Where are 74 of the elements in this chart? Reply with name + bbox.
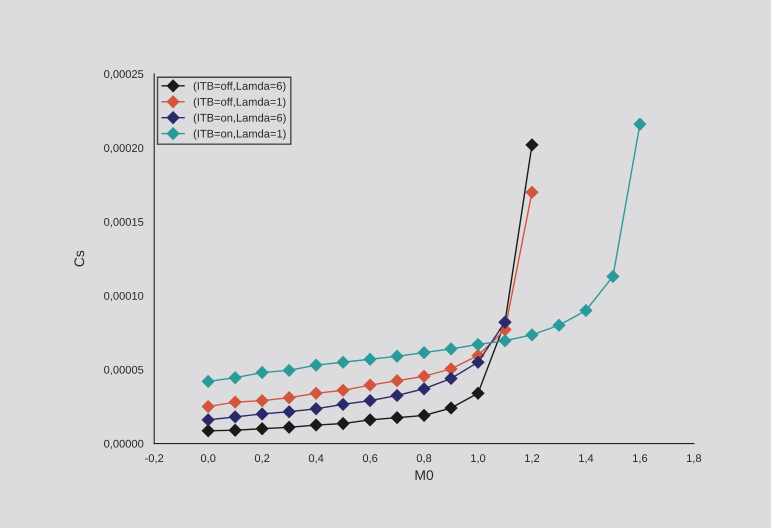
legend-label: (ITB=off,Lamda=1) xyxy=(194,98,286,108)
point xyxy=(472,386,484,400)
point xyxy=(364,378,376,392)
point xyxy=(310,402,323,416)
point xyxy=(606,270,620,283)
point xyxy=(202,375,215,388)
x-tick-label: 0,4 xyxy=(308,454,324,464)
point xyxy=(498,334,512,348)
point xyxy=(418,409,430,422)
point xyxy=(282,420,296,434)
point xyxy=(418,346,430,360)
legend-label: (ITB=on,Lamda=6) xyxy=(194,114,286,124)
y-tick-label: 0,00015 xyxy=(104,218,144,228)
y-tick-label: 0,00025 xyxy=(104,70,144,80)
point xyxy=(444,372,458,385)
point xyxy=(310,418,323,432)
point xyxy=(390,411,404,424)
point xyxy=(256,366,269,379)
point xyxy=(228,371,242,384)
point xyxy=(472,356,484,369)
x-tick-label: 1,4 xyxy=(579,454,594,464)
point xyxy=(336,356,350,369)
point xyxy=(364,352,376,366)
x-tick-label: 0,0 xyxy=(200,454,216,464)
y-axis-title: Cs xyxy=(74,250,84,266)
point xyxy=(336,384,350,397)
point xyxy=(336,417,350,430)
y-tick-label: 0,00010 xyxy=(104,292,144,302)
point xyxy=(202,424,215,438)
point xyxy=(526,186,538,199)
x-axis-title: M0 xyxy=(416,470,434,480)
x-tick-label: 1,0 xyxy=(471,454,486,464)
x-tick-label: 0,6 xyxy=(362,454,378,464)
point xyxy=(390,389,404,402)
point xyxy=(228,396,242,409)
legend-label: (ITB=off,Lamda=6) xyxy=(194,82,286,92)
y-tick-label: 0,00000 xyxy=(104,440,144,449)
point xyxy=(256,408,269,420)
x-tick-label: 1,8 xyxy=(687,454,702,464)
point xyxy=(364,413,376,426)
point xyxy=(282,364,296,377)
point xyxy=(202,400,215,413)
x-tick-label: 0,2 xyxy=(254,454,270,464)
point xyxy=(310,358,323,372)
point xyxy=(310,386,323,400)
point xyxy=(526,138,538,152)
point xyxy=(390,350,404,363)
x-tick-label: 0,8 xyxy=(416,454,432,464)
point xyxy=(228,424,242,437)
point xyxy=(472,338,484,351)
point xyxy=(444,362,458,376)
point xyxy=(256,422,269,436)
point xyxy=(580,304,592,317)
point xyxy=(418,370,430,383)
point xyxy=(202,413,215,426)
y-tick-label: 0,00020 xyxy=(104,144,144,154)
point xyxy=(390,374,404,388)
point xyxy=(634,118,646,131)
point xyxy=(418,382,430,396)
x-tick-label: -0,2 xyxy=(145,454,164,464)
x-tick-label: 1,2 xyxy=(525,454,540,464)
point xyxy=(228,410,242,424)
legend-label: (ITB=on,Lamda=1) xyxy=(194,129,286,140)
point xyxy=(282,405,296,418)
point xyxy=(444,342,458,356)
point xyxy=(282,391,296,404)
point xyxy=(364,394,376,408)
point xyxy=(336,398,350,411)
point xyxy=(552,318,566,332)
point xyxy=(444,402,458,414)
y-tick-label: 0,00005 xyxy=(104,366,144,376)
point xyxy=(256,394,269,408)
point xyxy=(526,328,538,342)
x-tick-label: 1,6 xyxy=(633,454,648,464)
